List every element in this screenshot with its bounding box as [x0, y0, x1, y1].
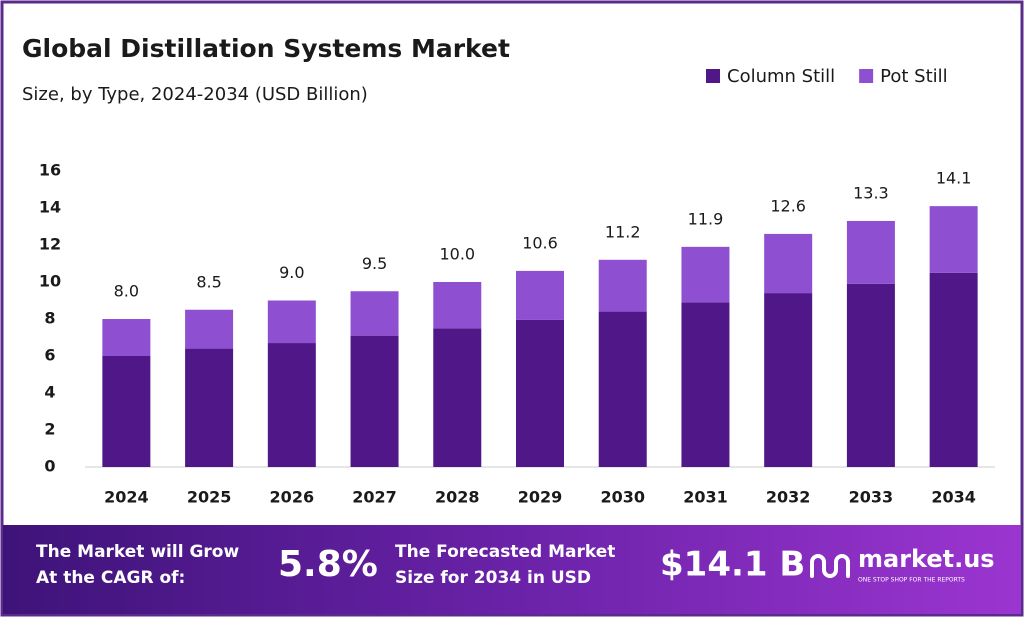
bar-segment — [764, 233, 813, 294]
bar-segment — [516, 319, 564, 467]
total-label: 11.9 — [688, 209, 724, 228]
total-label: 12.6 — [770, 196, 806, 215]
x-tick-label: 2034 — [931, 488, 976, 507]
forecast-value: $14.1 B — [660, 545, 805, 585]
footer-band — [3, 525, 1021, 614]
bar-segment — [929, 272, 978, 467]
tagline: ONE STOP SHOP FOR THE REPORTS — [858, 577, 965, 584]
bar-segment — [846, 283, 895, 467]
y-tick-label: 6 — [44, 346, 55, 365]
total-label: 10.6 — [522, 233, 558, 252]
bar-segment — [681, 302, 730, 467]
bar-segment — [267, 343, 316, 467]
bar-segment — [764, 293, 813, 467]
forecast-line: Size for 2034 in USD — [395, 568, 591, 588]
total-label: 13.3 — [853, 183, 889, 202]
y-tick-label: 2 — [44, 420, 55, 439]
y-tick-label: 16 — [39, 161, 61, 180]
y-tick-label: 14 — [39, 198, 61, 217]
x-tick-label: 2032 — [766, 488, 811, 507]
brand-logo — [810, 554, 850, 578]
bar-segment — [433, 328, 482, 467]
x-tick-label: 2024 — [104, 488, 149, 507]
legend-swatch — [706, 69, 720, 83]
legend-swatch — [859, 69, 874, 83]
total-label: 9.0 — [279, 263, 304, 282]
bar-segment — [929, 206, 978, 273]
bar-segment — [185, 348, 234, 467]
x-tick-label: 2025 — [187, 488, 232, 507]
x-tick-label: 2030 — [600, 488, 645, 507]
total-label: 10.0 — [439, 245, 475, 264]
bar-segment — [102, 319, 151, 356]
x-tick-label: 2028 — [435, 488, 480, 507]
chart-subtitle: Size, by Type, 2024-2034 (USD Billion) — [22, 84, 368, 105]
bar-segment — [598, 259, 647, 312]
y-tick-label: 4 — [44, 383, 55, 402]
total-label: 11.2 — [605, 222, 641, 241]
x-tick-label: 2033 — [849, 488, 894, 507]
y-tick-label: 0 — [44, 457, 55, 476]
forecast-line: The Forecasted Market — [395, 542, 615, 562]
legend-label: Column Still — [727, 66, 835, 87]
cagr-text: The Market will Grow At the CAGR of: — [36, 542, 245, 588]
bar-segment — [516, 270, 564, 320]
bar-segment — [598, 311, 647, 467]
x-tick-label: 2027 — [352, 488, 397, 507]
total-label: 8.0 — [114, 282, 139, 301]
bar-segment — [102, 356, 151, 467]
chart-title: Global Distillation Systems Market — [22, 34, 510, 63]
cagr-line: At the CAGR of: — [36, 568, 185, 588]
brand: market.us — [858, 545, 995, 573]
x-tick-label: 2029 — [518, 488, 563, 507]
legend-label: Pot Still — [880, 66, 948, 87]
bar-segment — [267, 300, 316, 344]
total-label: 9.5 — [362, 254, 387, 273]
y-tick-label: 12 — [39, 235, 61, 254]
total-label: 8.5 — [196, 272, 221, 291]
total-label: 14.1 — [936, 169, 972, 188]
x-tick-label: 2026 — [270, 488, 315, 507]
bar-segment — [350, 335, 399, 467]
bar-segment — [350, 291, 399, 336]
forecast-text: The Forecasted Market Size for 2034 in U… — [395, 542, 621, 588]
cagr-value: 5.8% — [278, 544, 378, 585]
y-tick-label: 10 — [39, 272, 61, 291]
bar-segment — [433, 282, 482, 329]
bar-segment — [185, 309, 234, 349]
y-tick-label: 8 — [44, 309, 55, 328]
cagr-line: The Market will Grow — [36, 542, 239, 562]
bar-segment — [681, 246, 730, 303]
x-tick-label: 2031 — [683, 488, 728, 507]
bar-segment — [846, 220, 895, 284]
